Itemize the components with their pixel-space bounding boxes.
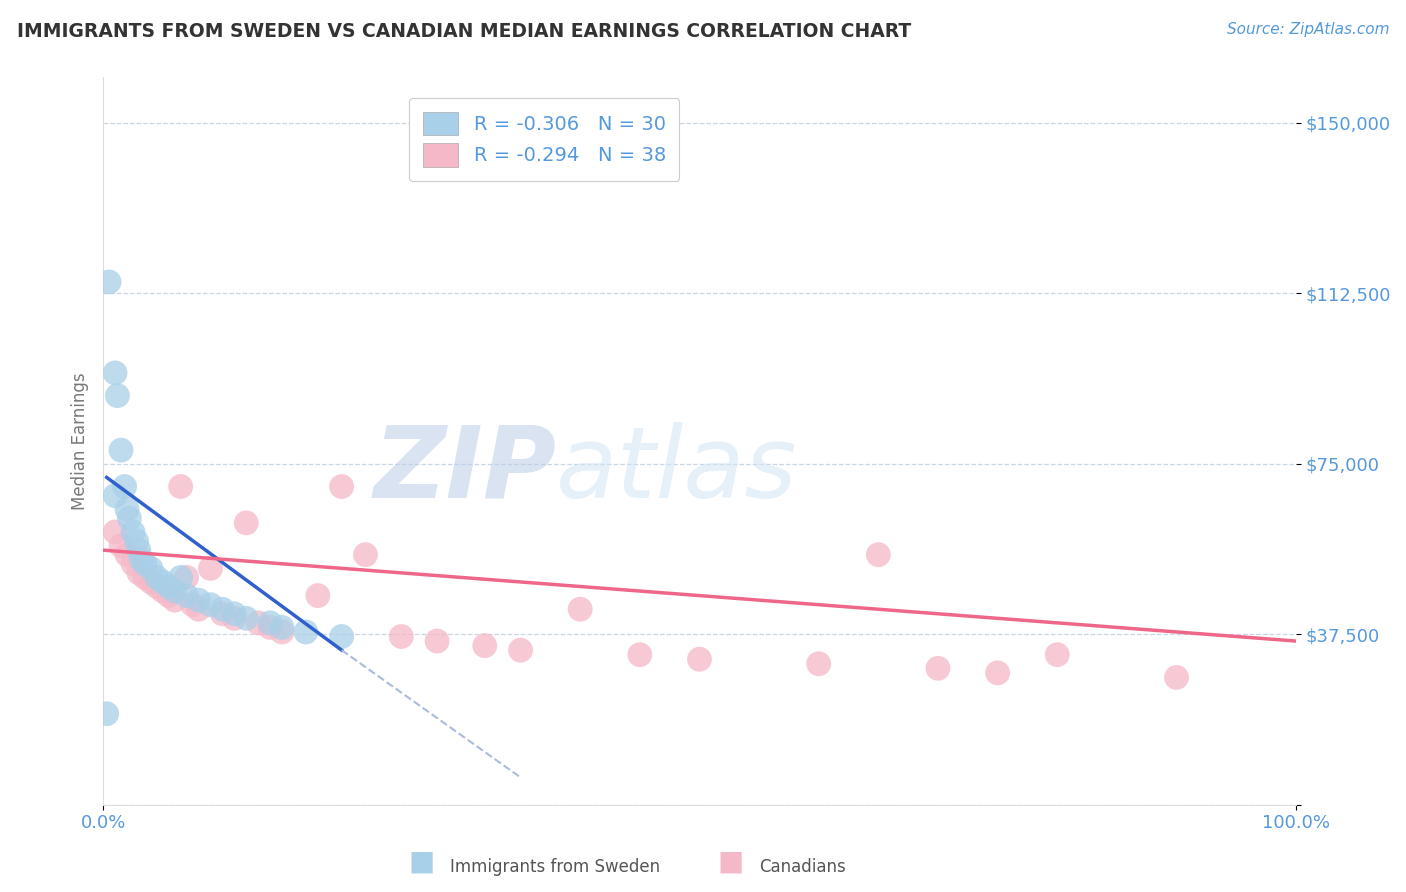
Point (146, 580, 169, 594)
Point (129, 552, 152, 566)
Point (1166, 670, 1188, 684)
Point (235, 516, 257, 530)
Point (114, 479, 136, 493)
Point (128, 543, 150, 558)
Text: ■: ■ (718, 848, 744, 876)
Point (211, 602, 233, 616)
Point (157, 589, 180, 603)
Point (271, 620, 294, 634)
Point (96, 706, 118, 721)
Point (688, 652, 710, 666)
Text: Immigrants from Sweden: Immigrants from Sweden (450, 858, 659, 876)
Point (295, 624, 318, 639)
Point (259, 615, 281, 630)
Point (104, 489, 127, 503)
Legend: R = -0.306   N = 30, R = -0.294   N = 38: R = -0.306 N = 30, R = -0.294 N = 38 (409, 98, 679, 180)
Point (426, 634, 449, 648)
Point (122, 524, 145, 539)
Point (152, 574, 174, 589)
Point (247, 615, 270, 630)
Point (807, 657, 830, 671)
Point (628, 648, 651, 662)
Point (169, 479, 191, 493)
Point (134, 557, 156, 571)
Point (235, 611, 257, 625)
Point (163, 593, 186, 607)
Point (107, 389, 129, 403)
Point (354, 548, 377, 562)
Point (115, 548, 138, 562)
Point (176, 589, 198, 603)
Point (128, 566, 150, 580)
Point (307, 589, 329, 603)
Point (987, 665, 1010, 680)
Point (187, 602, 209, 616)
Point (200, 598, 222, 612)
Point (163, 584, 186, 599)
Point (115, 502, 138, 516)
Point (259, 620, 281, 634)
Point (146, 570, 169, 584)
Point (224, 611, 246, 625)
Point (139, 561, 162, 575)
Point (569, 602, 592, 616)
Point (134, 570, 156, 584)
Text: ZIP: ZIP (374, 422, 557, 518)
Point (389, 630, 412, 644)
Point (330, 630, 353, 644)
Text: Canadians: Canadians (759, 858, 846, 876)
Point (330, 479, 353, 493)
Point (927, 661, 949, 675)
Point (139, 574, 162, 589)
Point (122, 557, 145, 571)
Text: Source: ZipAtlas.com: Source: ZipAtlas.com (1226, 22, 1389, 37)
Text: atlas: atlas (557, 422, 799, 518)
Point (169, 570, 191, 584)
Point (509, 643, 531, 657)
Text: IMMIGRANTS FROM SWEDEN VS CANADIAN MEDIAN EARNINGS CORRELATION CHART: IMMIGRANTS FROM SWEDEN VS CANADIAN MEDIA… (17, 22, 911, 41)
Point (118, 511, 141, 525)
Point (271, 624, 294, 639)
Point (98, 275, 121, 289)
Point (104, 524, 127, 539)
Text: ■: ■ (409, 848, 434, 876)
Point (211, 607, 233, 621)
Point (200, 561, 222, 575)
Point (110, 539, 132, 553)
Point (110, 443, 132, 458)
Point (176, 570, 198, 584)
Point (181, 598, 204, 612)
Point (187, 593, 209, 607)
Point (104, 366, 127, 380)
Point (868, 548, 890, 562)
Point (1046, 648, 1069, 662)
Point (157, 580, 180, 594)
Point (125, 534, 148, 549)
Point (474, 639, 496, 653)
Point (224, 607, 246, 621)
Y-axis label: Median Earnings: Median Earnings (72, 372, 89, 510)
Point (152, 584, 174, 599)
